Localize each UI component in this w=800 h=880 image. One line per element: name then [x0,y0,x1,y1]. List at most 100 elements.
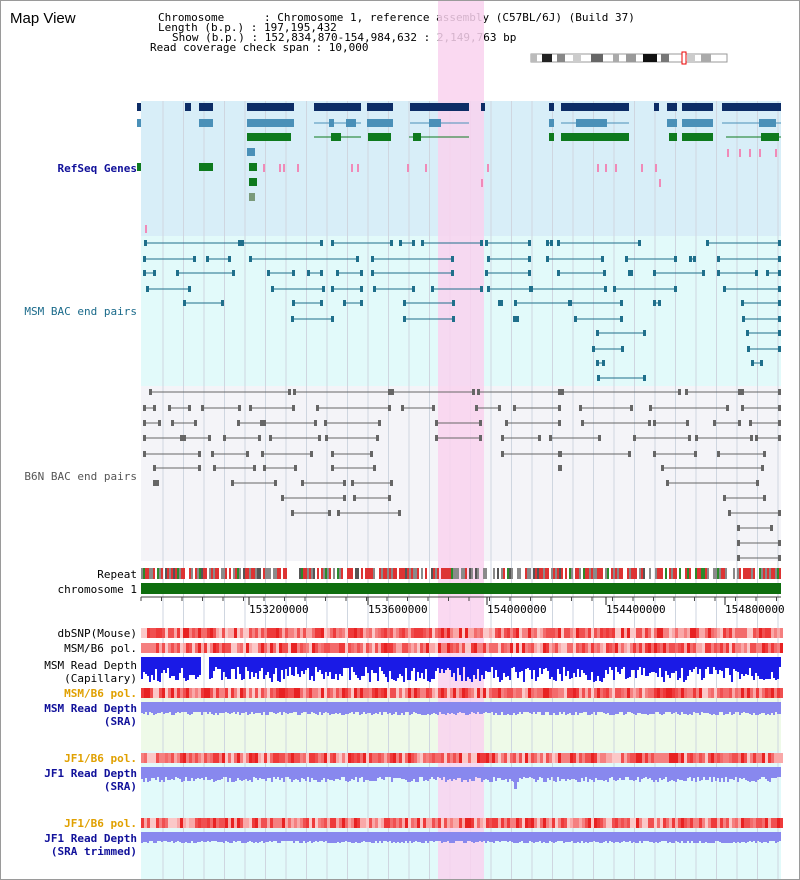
jf1-sra-depth-bar [643,767,645,778]
jf1-b6-pol-heat-cell [741,753,744,763]
msm-capillary-depth-bar [143,657,145,672]
jf1-trimmed-depth-bar [519,832,521,842]
msm-b6-pol-sra-heat-cell [726,688,729,698]
jf1-b6-pol-trimmed-heat-cell [762,818,765,828]
msm-capillary-depth-bar [405,657,407,668]
repeat-block [703,568,705,579]
msm-capillary-depth-bar [423,657,425,679]
msm-b6-pol-sra-heat-cell [267,688,270,698]
dbsnp-heat-cell [471,628,474,638]
msm-b6-pol-heat-cell [759,643,762,653]
repeat-block [251,568,253,579]
jf1-b6-pol-heat-cell [525,753,528,763]
jf1-b6-pol-heat-cell [441,753,444,763]
jf1-sra-depth-bar [303,767,305,779]
jf1-trimmed-depth-bar [195,832,197,843]
jf1-sra-depth-bar [333,767,335,781]
dbsnp-heat-cell [621,628,624,638]
msm-b6-pol-heat-cell [273,643,276,653]
jf1-trimmed-depth-bar [285,832,287,841]
jf1-sra-depth-bar [485,767,487,779]
msm-sra-depth-bar [765,702,767,715]
jf1-trimmed-depth-bar [345,832,347,841]
msm-sra-depth-bar [667,702,669,712]
msm-capillary-depth-bar [747,657,749,675]
jf1-b6-pol-heat-cell [549,753,552,763]
repeat-block [561,568,563,579]
dbsnp-heat-cell [150,628,153,638]
msm-b6-pol-sra-heat-cell [717,688,720,698]
msm-b6-pol-heat-cell [552,643,555,653]
jf1-trimmed-depth-bar [595,832,597,842]
jf1-sra-depth-bar [597,767,599,780]
msm-bac-pair [760,360,763,366]
dbsnp-heat-cell [504,628,507,638]
msm-capillary-depth-bar [193,657,195,675]
msm-sra-depth-bar [399,702,401,715]
jf1-b6-pol-trimmed-heat-cell [447,818,450,828]
msm-bac-pair [249,256,252,262]
b6n-bac-pair [263,465,266,471]
msm-capillary-depth-bar [763,657,765,680]
jf1-b6-pol-trimmed-heat-cell [672,818,675,828]
msm-bac-pair [706,240,709,246]
msm-capillary-depth-bar [775,657,777,680]
msm-capillary-depth-bar [191,657,193,675]
msm-capillary-depth-bar [593,657,595,682]
jf1-b6-pol-heat-cell [654,753,657,763]
msm-capillary-depth-bar [181,657,183,668]
repeat-block [393,568,395,579]
msm-capillary-depth-bar [415,657,417,681]
jf1-sra-depth-bar [635,767,637,780]
msm-b6-pol-sra-heat-cell [741,688,744,698]
msm-bac-pair [653,270,656,276]
msm-capillary-depth-bar [643,657,645,668]
jf1-b6-pol-heat-cell [738,753,741,763]
repeat-block [177,568,179,579]
msm-bac-pair [630,270,633,276]
b6n-bac-pair [479,420,482,426]
jf1-trimmed-depth-bar [231,832,233,843]
msm-sra-depth-bar [737,702,739,712]
msm-sra-depth-bar [569,702,571,713]
msm-bac-pair [592,346,595,352]
msm-sra-depth-bar [503,702,505,715]
msm-b6-pol-sra-heat-cell [597,688,600,698]
jf1-b6-pol-heat-cell [276,753,279,763]
msm-capillary-depth-bar [209,657,211,679]
msm-bac-pair [320,300,323,306]
msm-capillary-depth-bar [265,657,267,675]
b6n-bac-pair [246,451,249,457]
msm-capillary-depth-bar [485,657,487,671]
msm-b6-pol-sra-heat-cell [759,688,762,698]
msm-b6-pol-heat-cell [495,643,498,653]
ideogram-band [701,54,711,62]
jf1-sra-depth-bar [663,767,665,779]
dbsnp-heat-cell [468,628,471,638]
msm-capillary-depth-bar [391,657,393,679]
repeat-block [533,568,535,579]
jf1-sra-depth-bar [329,767,331,780]
msm-capillary-depth-bar [771,657,773,672]
b6n-bac-pair [549,435,552,441]
msm-sra-depth-bar [535,702,537,714]
msm-capillary-depth-bar [293,657,295,676]
msm-b6-pol-sra-heat-cell [489,688,492,698]
msm-capillary-depth-bar [623,657,625,667]
jf1-trimmed-depth-bar [207,832,209,841]
msm-b6-pol-sra-heat-cell [636,688,639,698]
jf1-trimmed-depth-bar [391,832,393,843]
msm-b6-pol-heat-cell [777,643,780,653]
jf1-sra-depth-bar [599,767,601,780]
jf1-trimmed-depth-bar [597,832,599,842]
msm-b6-pol-heat-cell [279,643,282,653]
jf1-trimmed-depth-bar [701,832,703,843]
jf1-sra-depth-bar [581,767,583,778]
b6n-bac-pair [288,389,291,395]
b6n-bac-pair [237,420,240,426]
jf1-b6-pol-heat-cell [501,753,504,763]
msm-b6-pol-heat-cell [729,643,732,653]
msm-b6-pol-heat-cell [534,643,537,653]
jf1-trimmed-depth-bar [431,832,433,841]
